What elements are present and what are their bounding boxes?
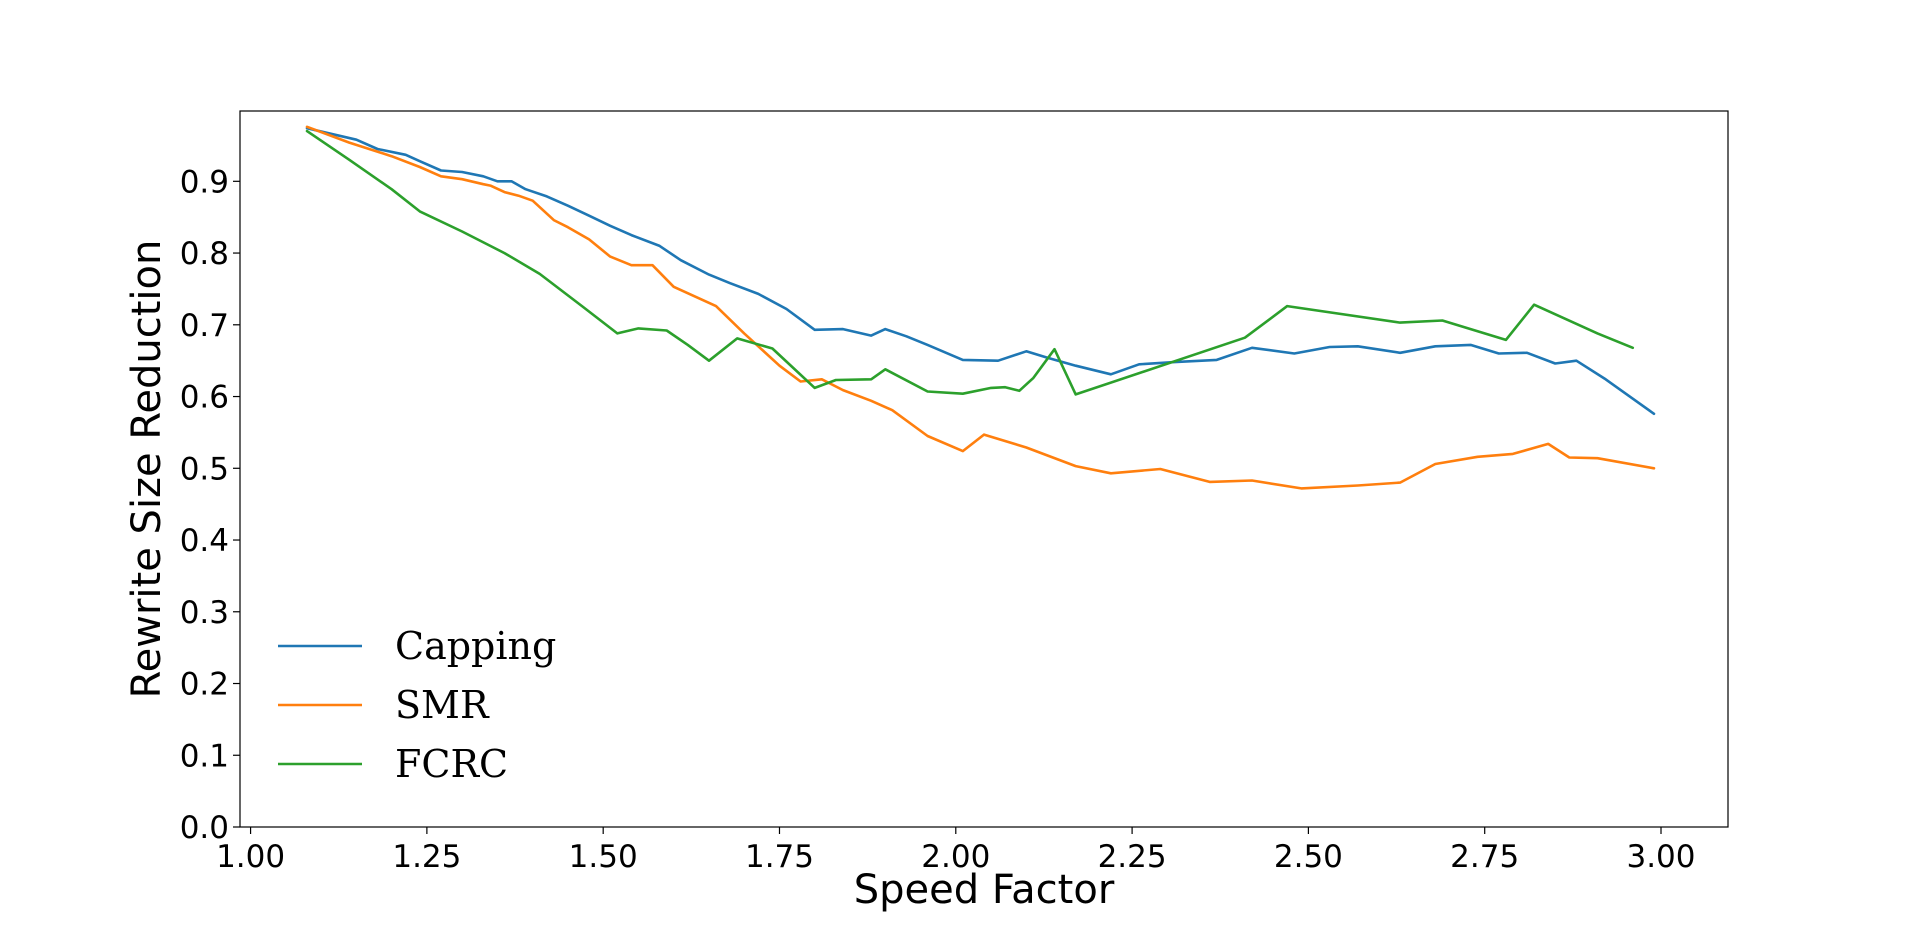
y-tick-label: 0.0 [180,810,229,846]
y-tick-label: 0.4 [180,523,229,559]
y-tick-label: 0.8 [180,236,229,272]
x-axis: 1.00 1.25 1.50 1.75 2.00 2.25 2.50 2.75 3.00 [216,827,1696,875]
y-tick-label: 0.6 [180,380,229,416]
legend: Capping SMR FCRC [278,624,556,786]
legend-label-smr: SMR [395,683,490,727]
series-line-capping [305,126,1656,416]
x-tick-label: 2.00 [921,839,990,875]
y-tick-label: 0.9 [180,164,229,200]
series-line-fcrc [305,129,1635,396]
y-tick-label: 0.3 [180,595,229,631]
series-line-smr [305,125,1656,490]
x-tick-label: 3.00 [1626,839,1695,875]
y-axis: 0.0 0.1 0.2 0.3 0.4 0.5 0.6 0.7 0.8 0.9 [180,164,240,846]
series-layer [305,125,1656,490]
y-tick-label: 0.2 [180,667,229,703]
x-tick-label: 1.50 [569,839,638,875]
plot-frame [239,110,1729,828]
x-tick-label: 1.75 [745,839,814,875]
y-tick-label: 0.5 [180,451,229,487]
x-tick-label: 2.75 [1450,839,1519,875]
legend-label-capping: Capping [395,624,556,668]
x-axis-title: Speed Factor [854,867,1115,913]
legend-label-fcrc: FCRC [395,742,508,786]
x-tick-label: 1.00 [216,839,285,875]
y-axis-title: Rewrite Size Reduction [124,240,170,699]
x-tick-label: 1.25 [392,839,461,875]
x-tick-label: 2.50 [1274,839,1343,875]
y-tick-label: 0.7 [180,308,229,344]
x-tick-label: 2.25 [1098,839,1167,875]
y-tick-label: 0.1 [180,738,229,774]
